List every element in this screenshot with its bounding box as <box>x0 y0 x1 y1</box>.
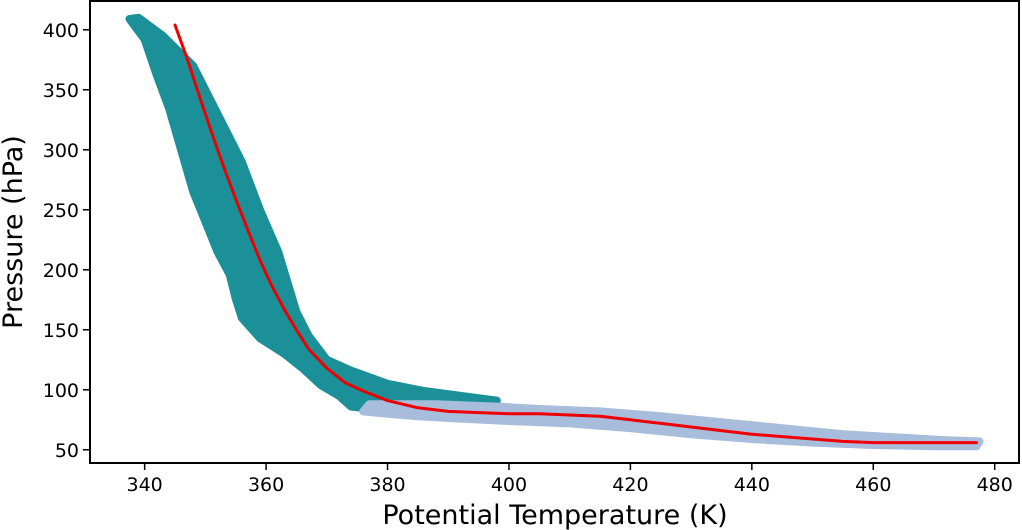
x-tick-label: 340 <box>127 474 163 496</box>
x-axis-title: Potential Temperature (K) <box>382 500 727 530</box>
scatter-band-1 <box>125 13 501 413</box>
y-tick-label: 50 <box>55 440 79 462</box>
x-tick-label: 480 <box>977 474 1013 496</box>
y-tick-label: 300 <box>43 140 79 162</box>
x-tick-label: 380 <box>369 474 405 496</box>
x-tick-label: 400 <box>491 474 527 496</box>
x-tick-label: 440 <box>734 474 770 496</box>
y-tick-label: 150 <box>43 320 79 342</box>
x-axis: 340 360 380 400 420 440 460 480 <box>127 463 1013 496</box>
y-tick-label: 100 <box>43 380 79 402</box>
plot-area <box>125 13 984 451</box>
y-axis-title: Pressure (hPa) <box>0 135 29 329</box>
y-tick-label: 350 <box>43 80 79 102</box>
y-tick-label: 200 <box>43 260 79 282</box>
plot-frame <box>89 0 1020 464</box>
fit-line <box>173 23 978 445</box>
x-tick-label: 420 <box>612 474 648 496</box>
y-axis: 50 100 150 200 250 300 350 400 <box>43 20 90 462</box>
x-tick-label: 460 <box>855 474 891 496</box>
y-tick-label: 400 <box>43 20 79 42</box>
x-tick-label: 360 <box>248 474 284 496</box>
y-tick-label: 250 <box>43 200 79 222</box>
